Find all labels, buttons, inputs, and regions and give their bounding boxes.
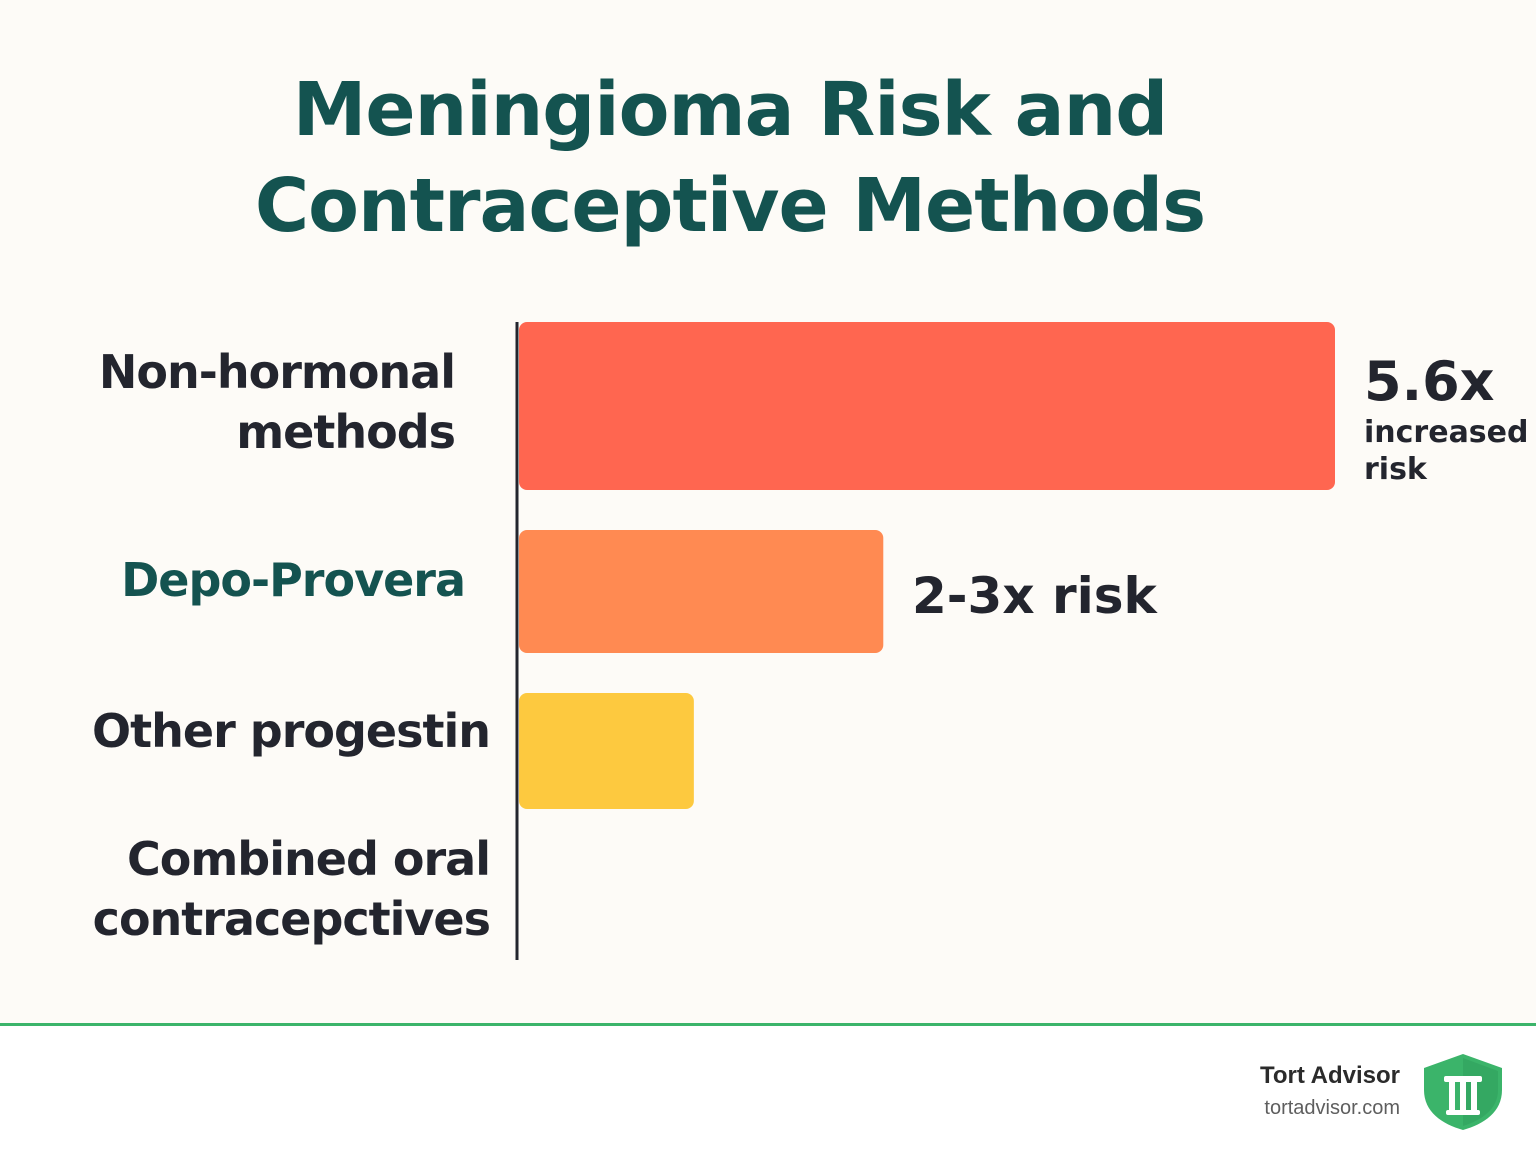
brand-url: tortadvisor.com: [1264, 1097, 1400, 1119]
value-label-sub: risk: [1364, 452, 1427, 487]
category-label-other-progestin: Other progestin: [0, 701, 491, 761]
bar-non-hormonal-methods: [519, 322, 1335, 490]
chart-title: Meningioma Risk and Contraceptive Method…: [0, 62, 1460, 254]
chart-panel: [0, 0, 1536, 1024]
bar-other-progestin: [519, 693, 694, 809]
category-label-line: Combined oral: [127, 832, 491, 886]
bar-chart: [515, 322, 1335, 960]
value-label-non-hormonal: 5.6x increased risk: [1364, 352, 1529, 488]
category-label-depo-provera: Depo-Provera: [0, 550, 490, 610]
category-label-line: contracepctives: [92, 892, 491, 946]
shield-column-icon: [1424, 1054, 1502, 1130]
value-label-main: 5.6x: [1364, 350, 1495, 413]
bar-depo-provera: [519, 530, 884, 653]
category-label-line: Depo-Provera: [121, 553, 466, 607]
chart-title-line1: Meningioma Risk and: [292, 67, 1169, 153]
category-label-combined-oral: Combined oral contracepctives: [0, 829, 491, 949]
chart-title-line2: Contraceptive Methods: [254, 163, 1206, 249]
category-label-non-hormonal: Non-hormonal methods: [0, 342, 490, 462]
category-label-line: Other progestin: [92, 704, 491, 758]
category-label-line: methods: [236, 405, 456, 459]
value-label-depo-provera: 2-3x risk: [912, 567, 1157, 625]
bars-group: [519, 322, 1335, 809]
category-label-line: Non-hormonal: [98, 345, 456, 399]
value-label-sub: increased: [1364, 415, 1529, 450]
brand-name: Tort Advisor: [1259, 1062, 1400, 1089]
footer-divider: [0, 1023, 1536, 1026]
